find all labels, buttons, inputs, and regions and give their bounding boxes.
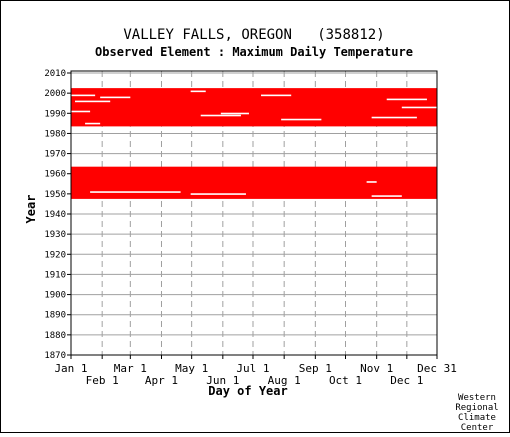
missing-data-gap	[366, 181, 377, 183]
y-tick-label: 1940	[44, 210, 66, 220]
y-tick-label: 1880	[44, 331, 66, 341]
y-tick-label: 1870	[44, 351, 66, 361]
missing-data-gap	[401, 106, 437, 109]
x-tick-label: Apr 1	[145, 374, 178, 387]
plot-area-border	[70, 70, 438, 356]
y-tick-label: 1900	[44, 291, 66, 301]
x-axis-label: Day of Year	[208, 384, 287, 398]
axis-ticks: 1870 1880 1890 1900 1910 1920 1930 1940 1950 1960…	[44, 69, 457, 387]
missing-data-gap	[200, 114, 241, 117]
missing-data-gap	[71, 110, 91, 113]
missing-data-gap	[130, 126, 191, 129]
chart-title: VALLEY FALLS, OREGON (358812)	[123, 27, 384, 43]
x-tick-label: Feb 1	[86, 374, 119, 387]
missing-data-gap	[281, 118, 322, 121]
missing-data-gap	[386, 98, 427, 101]
y-tick-label: 2010	[44, 69, 66, 79]
y-tick-label: 1950	[44, 190, 66, 200]
y-tick-label: 1960	[44, 170, 66, 180]
y-tick-label: 1930	[44, 230, 66, 240]
y-tick-label: 1910	[44, 270, 66, 280]
data-gaps	[71, 90, 437, 197]
y-tick-label: 1990	[44, 109, 66, 119]
x-tick-label: Oct 1	[329, 374, 362, 387]
x-tick-label: Dec 1	[390, 374, 423, 387]
credit-line-4: Center	[461, 423, 494, 432]
x-tick-label: Sep 1	[299, 362, 332, 375]
missing-data-gap	[71, 94, 96, 97]
missing-data-gap	[261, 94, 292, 97]
missing-data-gap	[371, 195, 402, 197]
y-tick-label: 1980	[44, 129, 66, 139]
chart-subtitle: Observed Element : Maximum Daily Tempera…	[95, 45, 413, 59]
missing-data-gap	[220, 112, 249, 115]
x-tick-label: Aug 1	[268, 374, 301, 387]
x-tick-label: May 1	[175, 362, 208, 375]
credit-line-2: Regional	[455, 403, 498, 413]
y-tick-label: 1970	[44, 150, 66, 160]
missing-data-gap	[190, 193, 246, 195]
missing-data-gap	[75, 100, 111, 103]
x-tick-label: Jun 1	[206, 374, 239, 387]
x-tick-label: Dec 31	[417, 362, 457, 375]
x-tick-label: Mar 1	[114, 362, 147, 375]
data-bars	[71, 88, 437, 199]
x-tick-label: Jan 1	[54, 362, 87, 375]
missing-data-gap	[100, 96, 131, 99]
credit-line-3: Climate	[458, 413, 496, 423]
y-axis-label: Year	[24, 195, 38, 224]
y-tick-label: 1890	[44, 311, 66, 321]
data-band	[71, 166, 437, 199]
missing-data-gap	[190, 90, 206, 93]
y-tick-label: 2000	[44, 89, 66, 99]
x-tick-label: Jul 1	[236, 362, 269, 375]
missing-data-gap	[371, 116, 417, 119]
x-tick-label: Nov 1	[360, 362, 393, 375]
credit-line-1: Western	[458, 393, 496, 403]
missing-data-gap	[90, 191, 181, 193]
y-tick-label: 1920	[44, 250, 66, 260]
data-band	[71, 88, 437, 127]
missing-data-gap	[85, 122, 101, 125]
